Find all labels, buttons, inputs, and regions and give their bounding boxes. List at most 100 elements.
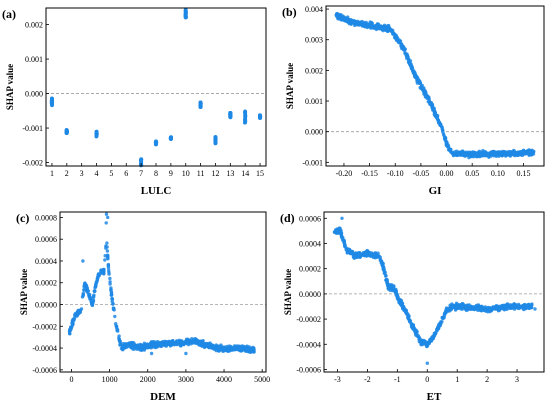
data-point [391,32,395,36]
y-axis-label: SHAP value [5,64,15,110]
y-tick-label: -0.0002 [296,315,321,324]
data-point [95,276,100,281]
y-tick-label: 0.0006 [299,214,321,223]
data-point [533,307,537,311]
data-point [228,115,232,120]
data-point [198,100,203,105]
data-point [149,351,154,356]
data-point [106,215,110,220]
data-point [108,276,112,281]
x-tick-label: 0.15 [516,169,530,178]
x-tick-label: 2000 [140,375,156,384]
panel-label: (b) [282,5,297,19]
data-point [104,221,108,225]
data-point [252,348,256,352]
data-point [419,85,423,89]
data-point [363,23,367,27]
data-point [106,266,111,270]
data-point [433,110,437,115]
data-point [197,343,201,347]
data-point [339,16,344,20]
data-point [387,285,391,290]
data-point [418,81,422,86]
data-point [446,148,451,152]
data-point [484,309,488,313]
data-point [450,302,454,306]
x-tick-label: 10 [182,169,190,178]
data-point [243,348,247,352]
y-tick-label: 0.0004 [299,239,321,248]
data-point [488,306,492,310]
data-point [137,344,142,348]
data-point [521,303,526,308]
data-point [422,91,426,96]
data-point [460,149,465,153]
y-tick-label: 0.0000 [299,290,321,299]
data-point [213,135,217,139]
data-point [380,263,385,267]
data-point [116,329,120,333]
x-tick-label: 7 [139,169,143,178]
data-point [394,37,398,41]
data-point [154,141,158,146]
data-point [340,236,344,240]
x-tick-label: -3 [334,375,341,384]
x-tick-label: -0.10 [387,169,404,178]
data-point [442,311,447,316]
data-point [109,293,114,297]
data-point [337,228,341,233]
x-tick-label: 13 [226,169,234,178]
data-point [225,349,229,353]
data-point [202,345,207,350]
data-point [398,301,402,306]
data-point [243,119,248,124]
data-point [388,288,392,293]
data-point [133,345,137,349]
data-point [469,304,474,309]
data-point [239,349,243,353]
data-point [428,338,432,342]
y-tick-label: 0.003 [305,36,323,45]
data-point [414,75,419,79]
data-point [105,249,110,253]
data-point [454,301,459,305]
data-point [508,303,513,307]
data-point [132,342,137,347]
data-point [107,270,111,275]
x-axis-label: ET [427,391,442,403]
data-point [494,307,498,311]
data-point [495,304,499,308]
data-point [68,327,73,331]
data-point [346,18,350,22]
data-point [460,152,464,157]
x-tick-label: 3 [80,169,84,178]
data-point [467,153,472,158]
data-point [411,68,415,72]
data-point [142,348,147,352]
data-point [187,341,191,345]
data-point [87,294,92,299]
data-point [366,24,370,29]
data-point [245,346,249,350]
data-point [411,326,415,330]
data-point [183,8,188,12]
data-point [418,338,423,343]
data-point [234,345,238,350]
y-tick-label: 0.004 [305,5,323,14]
y-tick-label: 0.0006 [35,235,57,244]
data-point [384,274,388,278]
data-point [50,99,54,103]
data-point [106,256,110,260]
data-point [434,114,438,119]
data-point [196,339,201,343]
data-point [386,24,390,28]
data-point [81,291,86,295]
y-tick-label: 0.0002 [299,265,321,274]
y-tick-label: -0.0002 [32,322,57,331]
data-point [424,343,429,347]
data-point [506,302,510,307]
y-tick-label: -0.002 [22,159,43,168]
data-point [118,343,123,347]
data-point [225,344,229,349]
data-point [471,307,475,311]
